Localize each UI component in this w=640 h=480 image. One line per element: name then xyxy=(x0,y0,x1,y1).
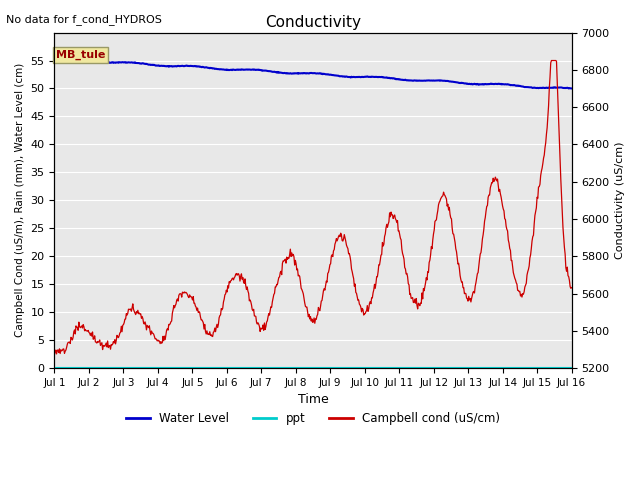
Text: No data for f_cond_HYDROS: No data for f_cond_HYDROS xyxy=(6,14,163,25)
Legend: Water Level, ppt, Campbell cond (uS/cm): Water Level, ppt, Campbell cond (uS/cm) xyxy=(121,407,505,430)
Y-axis label: Campbell Cond (uS/m), Rain (mm), Water Level (cm): Campbell Cond (uS/m), Rain (mm), Water L… xyxy=(15,63,25,337)
Y-axis label: Conductivity (uS/cm): Conductivity (uS/cm) xyxy=(615,142,625,259)
X-axis label: Time: Time xyxy=(298,394,328,407)
Title: Conductivity: Conductivity xyxy=(265,15,361,30)
Text: MB_tule: MB_tule xyxy=(56,50,106,60)
